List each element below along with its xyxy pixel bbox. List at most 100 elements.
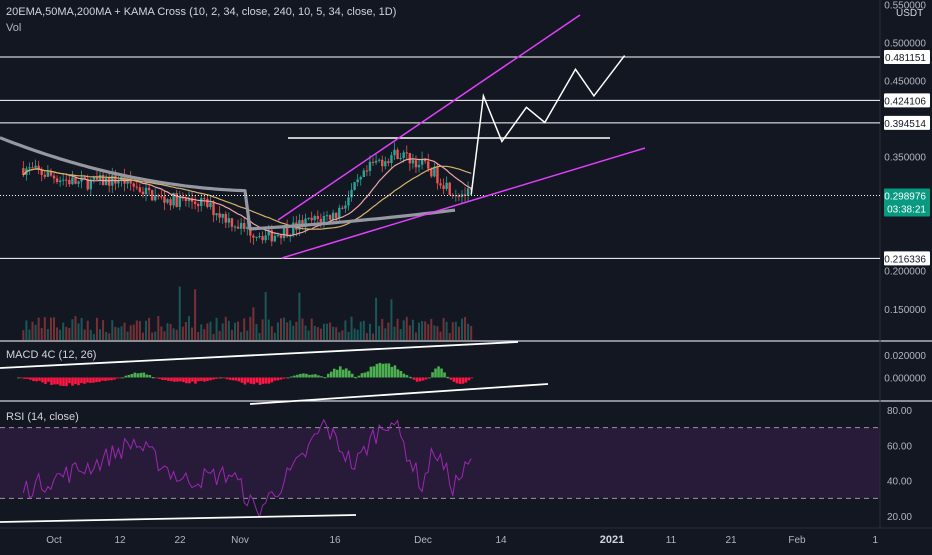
macd-bar xyxy=(191,377,194,382)
macd-bar xyxy=(234,377,238,381)
macd-bar xyxy=(53,377,56,385)
volume-bar xyxy=(286,322,289,340)
candle-body xyxy=(427,161,430,169)
macd-bar xyxy=(71,377,74,386)
volume-bar xyxy=(237,321,240,340)
candle-body xyxy=(138,187,142,192)
candle-body xyxy=(393,149,396,156)
volume-bar xyxy=(332,326,335,340)
candle-body xyxy=(301,220,304,228)
candle-body xyxy=(212,202,215,216)
macd-bar xyxy=(323,377,327,379)
volume-bar xyxy=(43,317,46,340)
macd-bar xyxy=(23,377,26,379)
volume-bar xyxy=(132,324,135,340)
time-axis-label: 12 xyxy=(114,535,126,546)
volume-bar xyxy=(365,333,368,340)
candle-body xyxy=(402,152,405,158)
macd-legend[interactable]: MACD 4C (12, 26) xyxy=(6,349,97,361)
macd-bar xyxy=(110,377,113,381)
macd-bar xyxy=(152,377,155,379)
rsi-legend[interactable]: RSI (14, close) xyxy=(6,411,79,423)
candle-body xyxy=(445,182,448,189)
volume-bar xyxy=(381,318,384,340)
macd-bar xyxy=(113,377,116,380)
candle-body xyxy=(307,217,310,219)
channel-lower-line xyxy=(281,147,646,259)
candle-body xyxy=(325,215,329,217)
volume-bar xyxy=(283,317,286,340)
volume-bar xyxy=(240,332,243,340)
candle-body xyxy=(387,161,390,164)
volume-bar xyxy=(68,328,71,340)
macd-bar xyxy=(130,374,134,378)
macd-bar xyxy=(302,373,305,378)
candle-body xyxy=(258,236,261,238)
macd-bar xyxy=(203,377,206,382)
level-tag-label: 0.481151 xyxy=(885,53,926,64)
volume-legend[interactable]: Vol xyxy=(6,22,22,34)
macd-bar xyxy=(218,377,221,379)
candle-body xyxy=(344,205,347,209)
candle-body xyxy=(335,212,338,219)
candle-body xyxy=(255,236,258,238)
macd-bar xyxy=(363,372,367,378)
volume-bar xyxy=(279,318,282,340)
volume-bar xyxy=(378,325,381,340)
macd-bar xyxy=(276,377,280,381)
macd-bar xyxy=(20,377,23,379)
volume-bar xyxy=(145,320,148,340)
time-axis-label: Nov xyxy=(231,535,249,546)
channel-upper-line xyxy=(277,14,581,221)
candle-body xyxy=(34,165,37,168)
volume-bar xyxy=(264,292,267,340)
volume-bar xyxy=(255,323,258,340)
candle-body xyxy=(108,177,111,186)
candle-body xyxy=(405,152,408,154)
candle-body xyxy=(89,179,93,190)
candle-body xyxy=(396,149,399,160)
candle-body xyxy=(233,226,237,228)
candle-body xyxy=(150,190,154,201)
volume-bar xyxy=(89,329,92,340)
macd-bar xyxy=(212,377,215,380)
macd-bar xyxy=(74,377,77,385)
candle-body xyxy=(399,157,402,160)
candle-body xyxy=(362,170,366,177)
macd-bar xyxy=(145,374,149,378)
volume-bar xyxy=(71,319,74,340)
volume-bar xyxy=(322,323,325,340)
volume-bar xyxy=(141,332,144,340)
volume-bar xyxy=(356,329,359,340)
volume-bar xyxy=(77,323,80,340)
macd-bar xyxy=(133,372,137,378)
macd-bar xyxy=(440,368,443,378)
volume-bar xyxy=(347,331,350,340)
volume-bar xyxy=(276,322,279,340)
volume-bar xyxy=(252,307,255,340)
macd-bar xyxy=(121,377,125,379)
indicator-legend[interactable]: 20EMA,50MA,200MA + KAMA Cross (10, 2, 34… xyxy=(6,6,397,18)
macd-bar xyxy=(372,366,376,378)
volume-bar xyxy=(258,333,261,340)
volume-bar xyxy=(267,319,270,340)
candle-body xyxy=(147,187,151,191)
candle-body xyxy=(172,193,175,206)
macd-bar xyxy=(344,368,348,378)
bar-countdown: 03:38:21 xyxy=(887,205,926,216)
candle-body xyxy=(71,177,74,185)
candle-body xyxy=(359,176,362,180)
macd-bar xyxy=(443,372,446,378)
volume-bar xyxy=(209,321,212,340)
volume-bar xyxy=(160,326,163,340)
volume-bar xyxy=(359,321,362,340)
macd-bar xyxy=(222,377,226,379)
macd-bar xyxy=(320,376,323,378)
macd-bar xyxy=(182,377,185,383)
macd-bar xyxy=(467,377,471,381)
candle-body xyxy=(319,218,323,222)
volume-bar xyxy=(99,329,102,340)
rsi-axis-tick: 40.00 xyxy=(887,477,912,488)
macd-bar xyxy=(59,377,62,386)
